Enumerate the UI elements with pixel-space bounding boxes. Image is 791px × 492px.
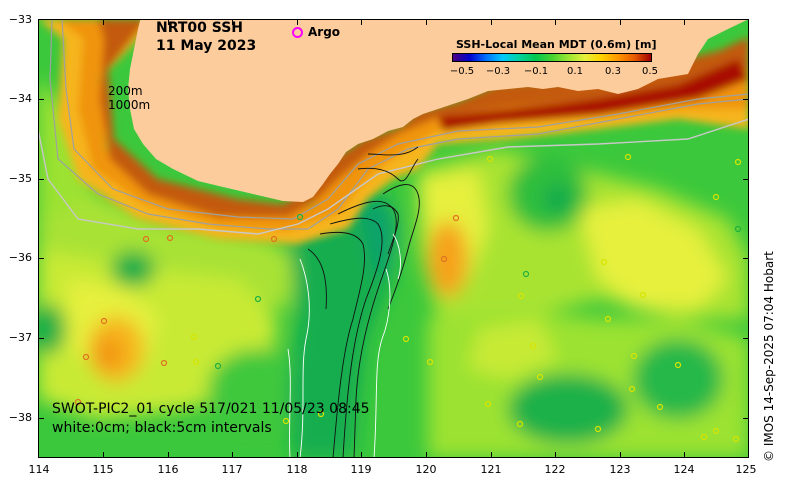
- y-tick-label: −38: [8, 411, 32, 424]
- y-tick-mark: [743, 99, 749, 100]
- y-tick-mark: [743, 179, 749, 180]
- argo-float-markers: [74, 153, 742, 443]
- y-tick-mark: [743, 418, 749, 419]
- x-tick-mark: [232, 19, 233, 25]
- x-tick-mark: [491, 452, 492, 458]
- colorbar-title: SSH-Local Mean MDT (0.6m) [m]: [456, 38, 657, 51]
- map-title-product: NRT00 SSH: [156, 20, 244, 36]
- x-tick-mark: [491, 19, 492, 25]
- map-title: NRT00 SSH 11 May 2023: [156, 19, 256, 55]
- colorbar-tick: −0.5: [449, 66, 475, 77]
- x-tick-mark: [426, 452, 427, 458]
- y-tick-mark: [38, 258, 44, 259]
- x-tick-label: 117: [221, 463, 243, 476]
- y-tick-label: −35: [8, 172, 32, 185]
- x-tick-mark: [620, 452, 621, 458]
- isobath-200m-label: 200m: [108, 84, 143, 98]
- y-tick-mark: [38, 19, 44, 20]
- x-tick-mark: [684, 19, 685, 25]
- argo-label: Argo: [308, 25, 341, 39]
- contour-interval-label: white:0cm; black:5cm intervals: [52, 420, 272, 436]
- argo-ring-icon: [292, 27, 303, 38]
- y-tick-label: −36: [8, 251, 32, 264]
- y-tick-mark: [38, 179, 44, 180]
- argo-legend: Argo: [292, 25, 340, 39]
- x-tick-mark: [103, 452, 104, 458]
- x-tick-mark: [555, 19, 556, 25]
- x-tick-mark: [426, 19, 427, 25]
- ssh-map-svg: [38, 19, 749, 458]
- y-tick-label: −34: [8, 92, 32, 105]
- x-tick-mark: [103, 19, 104, 25]
- x-tick-mark: [361, 452, 362, 458]
- x-tick-mark: [168, 19, 169, 25]
- swot-annotation: SWOT-PIC2_01 cycle 517/021 11/05/23 08:4…: [52, 400, 370, 438]
- swot-cycle-label: SWOT-PIC2_01 cycle 517/021 11/05/23 08:4…: [52, 401, 370, 417]
- isobath-1000m-label: 1000m: [108, 98, 151, 112]
- x-tick-mark: [297, 19, 298, 25]
- y-tick-mark: [743, 258, 749, 259]
- x-tick-mark: [361, 19, 362, 25]
- timestamp-label: © IMOS 14-Sep-2025 07:04 Hobart: [762, 251, 776, 462]
- x-tick-label: 124: [673, 463, 695, 476]
- y-tick-mark: [38, 99, 44, 100]
- x-tick-label: 123: [609, 463, 631, 476]
- x-tick-label: 118: [286, 463, 308, 476]
- colorbar: [452, 53, 652, 62]
- y-tick-label: −37: [8, 331, 32, 344]
- isobath-labels: 200m 1000m: [108, 84, 150, 112]
- y-tick-mark: [743, 338, 749, 339]
- colorbar-tick: 0.3: [605, 66, 621, 77]
- x-tick-label: 119: [350, 463, 372, 476]
- x-tick-mark: [555, 452, 556, 458]
- x-tick-label: 121: [480, 463, 502, 476]
- x-tick-mark: [684, 452, 685, 458]
- x-tick-label: 114: [28, 463, 50, 476]
- colorbar-tick: −0.3: [485, 66, 511, 77]
- x-tick-mark: [620, 19, 621, 25]
- x-tick-label: 120: [415, 463, 437, 476]
- x-tick-label: 116: [157, 463, 179, 476]
- colorbar-tick: 0.5: [642, 66, 658, 77]
- land-mass: [128, 19, 749, 202]
- y-tick-mark: [38, 338, 44, 339]
- x-tick-label: 115: [92, 463, 114, 476]
- colorbar-tick: −0.1: [523, 66, 549, 77]
- x-tick-mark: [232, 452, 233, 458]
- colorbar-tick: 0.1: [567, 66, 583, 77]
- y-tick-mark: [38, 418, 44, 419]
- x-tick-mark: [168, 452, 169, 458]
- x-tick-mark: [297, 452, 298, 458]
- x-tick-label: 125: [735, 463, 757, 476]
- y-tick-label: −33: [8, 13, 32, 26]
- x-tick-label: 122: [544, 463, 566, 476]
- ssh-map[interactable]: [38, 19, 749, 458]
- map-title-date: 11 May 2023: [156, 38, 257, 54]
